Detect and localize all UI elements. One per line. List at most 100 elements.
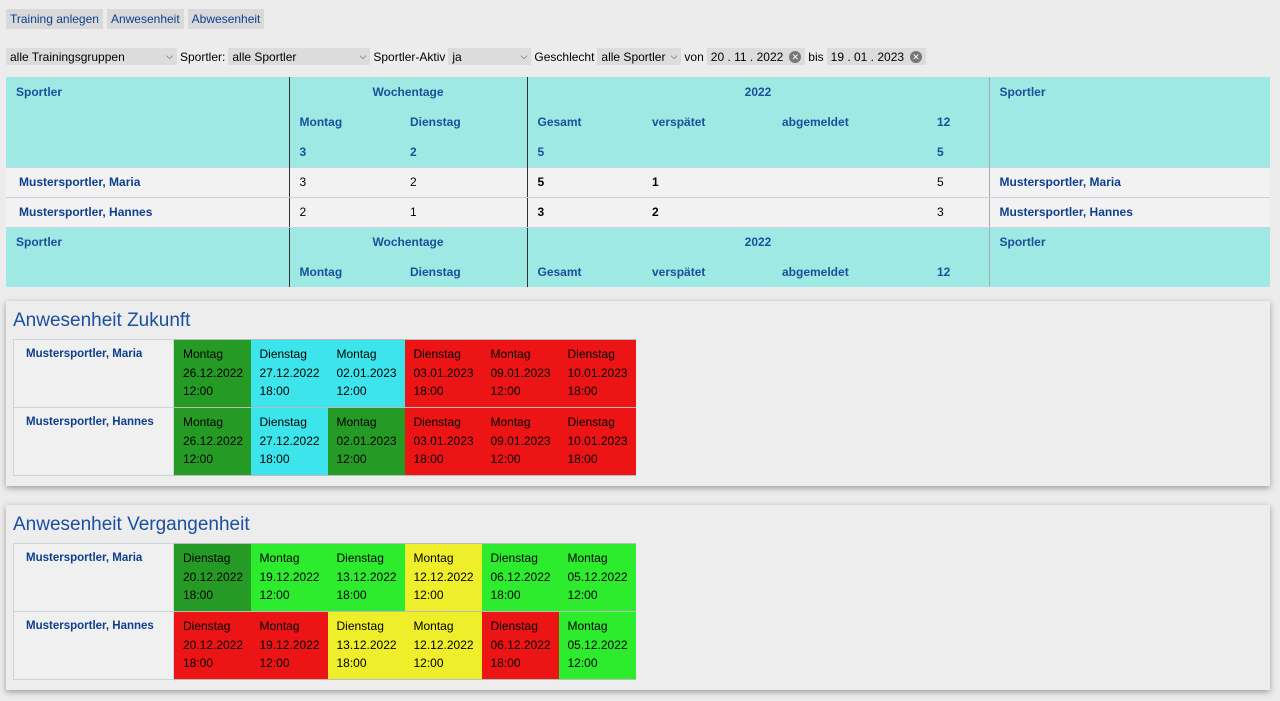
training-slot[interactable]: Montag 12.12.2022 12:00 — [404, 611, 482, 680]
row-month: 3 — [927, 196, 989, 228]
attendance-row: Mustersportler, Maria Montag 26.12.2022 12:… — [13, 339, 636, 408]
slot-date: 09.01.2023 — [490, 365, 551, 380]
sportler-select[interactable]: alle Sportler ⌵ — [228, 48, 371, 65]
slot-date: 05.12.2022 — [567, 569, 628, 584]
slot-day: Montag — [259, 619, 300, 633]
athlete-name[interactable]: Mustersportler, Hannes — [13, 611, 174, 680]
row-name-right[interactable]: Mustersportler, Hannes — [988, 196, 1270, 228]
training-slot[interactable]: Dienstag 27.12.2022 18:00 — [250, 339, 328, 408]
to-date-input[interactable]: 19 . 01 . 2023 ✕ — [826, 48, 927, 65]
anwesenheit-button[interactable]: Anwesenheit — [106, 9, 184, 29]
filter-bar: alle Trainingsgruppen ⌵ Sportler: alle S… — [6, 48, 927, 65]
footer-month: 12 — [937, 265, 951, 279]
slot-time: 12:00 — [259, 656, 290, 670]
slot-date: 27.12.2022 — [259, 365, 320, 380]
row-name[interactable]: Mustersportler, Maria — [6, 166, 289, 198]
slot-day: Dienstag — [183, 619, 231, 633]
training-slot[interactable]: Dienstag 10.01.2023 18:00 — [558, 339, 636, 408]
slot-date: 26.12.2022 — [183, 433, 244, 448]
row-name-right[interactable]: Mustersportler, Maria — [988, 166, 1270, 198]
slot-time: 18:00 — [183, 656, 214, 670]
slot-time: 12:00 — [259, 588, 290, 602]
sportler-select-value: alle Sportler — [232, 49, 297, 64]
footer-year: 2022 — [526, 227, 989, 257]
training-slot[interactable]: Dienstag 06.12.2022 18:00 — [481, 543, 559, 612]
sportler-label: Sportler: — [180, 49, 226, 64]
row-abgemeldet — [772, 166, 927, 198]
to-date-value: 19 . 01 . 2023 — [830, 49, 905, 64]
aktiv-label: Sportler-Aktiv — [373, 49, 446, 64]
training-anlegen-button[interactable]: Training anlegen — [6, 9, 103, 29]
training-slot[interactable]: Montag 26.12.2022 12:00 — [173, 339, 251, 408]
footer-montag: Montag — [288, 257, 400, 287]
training-slot[interactable]: Dienstag 03.01.2023 18:00 — [404, 339, 482, 408]
attendance-row: Mustersportler, Maria Dienstag 20.12.2022 1… — [13, 543, 636, 612]
header-montag: Montag — [288, 107, 400, 137]
training-slot[interactable]: Montag 02.01.2023 12:00 — [327, 407, 405, 476]
slot-day: Montag — [567, 619, 608, 633]
attendance-row: Mustersportler, Hannes Montag 26.12.2022 12… — [13, 407, 636, 476]
training-slot[interactable]: Montag 09.01.2023 12:00 — [481, 407, 559, 476]
training-slot[interactable]: Dienstag 27.12.2022 18:00 — [250, 407, 328, 476]
slot-day: Dienstag — [336, 619, 384, 633]
past-attendance-grid: Mustersportler, Maria Dienstag 20.12.2022 1… — [13, 543, 636, 680]
slot-time: 12:00 — [413, 588, 444, 602]
training-slot[interactable]: Dienstag 06.12.2022 18:00 — [481, 611, 559, 680]
slot-day: Dienstag — [567, 347, 615, 361]
training-slot[interactable]: Montag 09.01.2023 12:00 — [481, 339, 559, 408]
slot-date: 26.12.2022 — [183, 365, 244, 380]
clear-icon[interactable]: ✕ — [789, 50, 802, 63]
footer-sportler: Sportler — [16, 235, 63, 250]
training-slot[interactable]: Dienstag 03.01.2023 18:00 — [404, 407, 482, 476]
athlete-name[interactable]: Mustersportler, Maria — [13, 339, 174, 408]
header-sportler: Sportler — [16, 85, 63, 99]
slot-time: 12:00 — [413, 656, 444, 670]
training-slot[interactable]: Montag 19.12.2022 12:00 — [250, 543, 328, 612]
total-gesamt: 5 — [526, 137, 642, 167]
chevron-down-icon: ⌵ — [670, 51, 678, 61]
slot-day: Montag — [413, 551, 454, 565]
training-slot[interactable]: Montag 02.01.2023 12:00 — [327, 339, 405, 408]
header-wochentage: Wochentage — [288, 77, 527, 107]
slot-date: 10.01.2023 — [567, 433, 628, 448]
athlete-name[interactable]: Mustersportler, Maria — [13, 543, 174, 612]
group-select-value: alle Trainingsgruppen — [10, 49, 125, 64]
row-abgemeldet — [772, 196, 927, 228]
past-attendance-card: Anwesenheit Vergangenheit Mustersportler… — [6, 505, 1270, 690]
slot-day: Montag — [490, 415, 531, 429]
training-slot[interactable]: Montag 05.12.2022 12:00 — [558, 611, 636, 680]
training-slot[interactable]: Montag 26.12.2022 12:00 — [173, 407, 251, 476]
slot-day: Montag — [183, 347, 224, 361]
footer-dienstag: Dienstag — [410, 265, 461, 279]
aktiv-select[interactable]: ja ⌵ — [448, 48, 532, 65]
training-slot[interactable]: Dienstag 10.01.2023 18:00 — [558, 407, 636, 476]
slot-time: 18:00 — [490, 656, 521, 670]
slot-day: Montag — [259, 551, 300, 565]
slot-time: 12:00 — [336, 452, 367, 466]
footer-verspaetet: verspätet — [652, 265, 706, 279]
gender-select[interactable]: alle Sportler ⌵ — [597, 48, 682, 65]
row-name[interactable]: Mustersportler, Hannes — [6, 196, 289, 228]
slot-date: 09.01.2023 — [490, 433, 551, 448]
training-slot[interactable]: Dienstag 20.12.2022 18:00 — [173, 611, 251, 680]
clear-icon[interactable]: ✕ — [910, 50, 923, 63]
slot-time: 12:00 — [490, 384, 521, 398]
from-date-input[interactable]: 20 . 11 . 2022 ✕ — [706, 48, 806, 65]
training-slot[interactable]: Montag 19.12.2022 12:00 — [250, 611, 328, 680]
chevron-down-icon: ⌵ — [520, 51, 528, 61]
slot-day: Dienstag — [413, 415, 461, 429]
training-slot[interactable]: Montag 05.12.2022 12:00 — [558, 543, 636, 612]
slot-date: 06.12.2022 — [490, 637, 551, 652]
slot-date: 19.12.2022 — [259, 637, 320, 652]
athlete-name[interactable]: Mustersportler, Hannes — [13, 407, 174, 476]
group-select[interactable]: alle Trainingsgruppen ⌵ — [6, 48, 177, 65]
top-nav: Training anlegen Anwesenheit Abwesenheit — [6, 9, 265, 29]
to-label: bis — [808, 49, 824, 64]
training-slot[interactable]: Dienstag 20.12.2022 18:00 — [173, 543, 251, 612]
slot-date: 06.12.2022 — [490, 569, 551, 584]
slot-day: Montag — [183, 415, 224, 429]
training-slot[interactable]: Dienstag 13.12.2022 18:00 — [327, 543, 405, 612]
abwesenheit-button[interactable]: Abwesenheit — [187, 9, 265, 29]
training-slot[interactable]: Dienstag 13.12.2022 18:00 — [327, 611, 405, 680]
training-slot[interactable]: Montag 12.12.2022 12:00 — [404, 543, 482, 612]
